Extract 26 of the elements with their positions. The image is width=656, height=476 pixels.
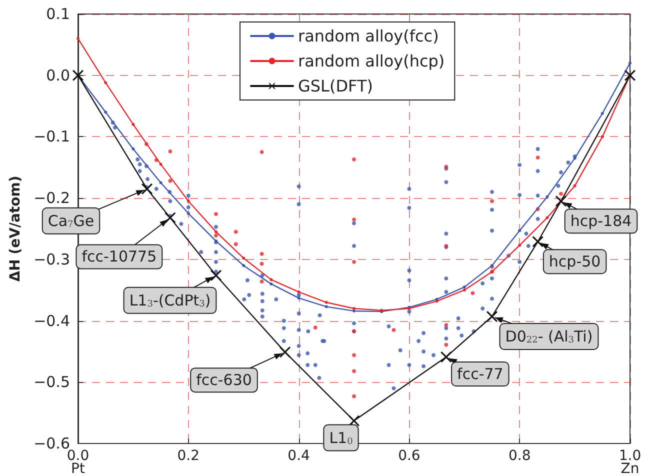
x-tick-label: 0.6 — [398, 448, 420, 464]
y-tick-label: −0.1 — [34, 128, 70, 146]
annotation: hcp-50 — [548, 252, 601, 271]
annotation: L13-(CdPt3) — [129, 291, 211, 310]
legend-label: random alloy(hcp) — [298, 52, 445, 70]
annotation: fcc-77 — [457, 364, 504, 383]
y-tick-label: 0.1 — [46, 5, 70, 23]
legend-label: GSL(DFT) — [298, 76, 373, 96]
annotation: D022- (Al3Ti) — [505, 327, 593, 346]
x-tick-label: 0.8 — [508, 448, 531, 464]
annotation: hcp-184 — [570, 212, 632, 230]
annotation: Ca7Ge — [48, 212, 94, 230]
x-tick-label: 0.2 — [177, 448, 200, 464]
y-tick-label: −0.4 — [34, 312, 70, 330]
annotation: fcc-630 — [196, 371, 252, 390]
x-tick-label: 0.0 Pt — [66, 448, 90, 476]
x-tick-label: 1.0 Zn — [618, 448, 642, 476]
y-tick-label: −0.5 — [34, 373, 70, 392]
y-tick-label: 0.0 — [46, 66, 70, 84]
annotation: L10 — [329, 428, 354, 447]
legend-label: random alloy(fcc) — [298, 26, 439, 46]
y-tick-label: −0.3 — [34, 250, 70, 268]
annotation: fcc-10775 — [82, 248, 157, 266]
y-tick-label: −0.2 — [34, 189, 70, 208]
x-tick-label: 0.4 — [288, 448, 310, 464]
y-axis-title: ΔH (eV/atom) — [8, 176, 24, 282]
